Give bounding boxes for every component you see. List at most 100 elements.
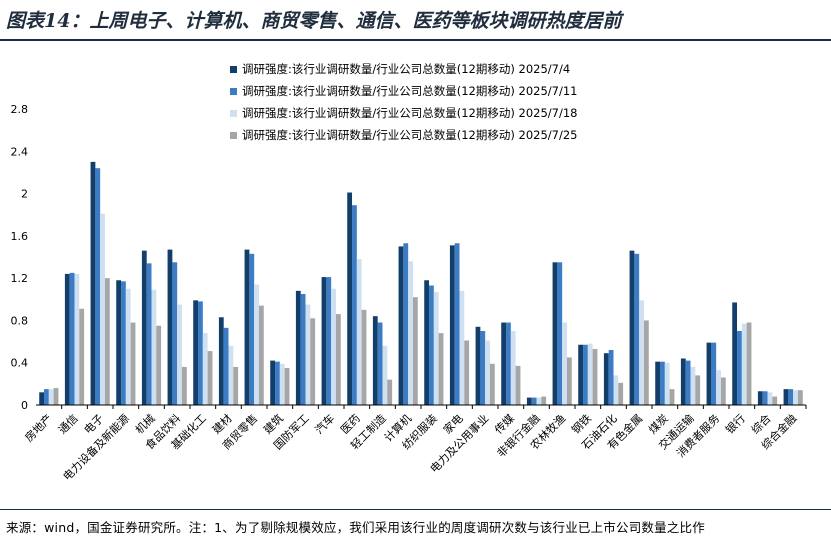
bar — [772, 396, 778, 405]
legend-label: 调研强度:该行业调研数量/行业公司总数量(12期移动) 2025/7/11 — [242, 84, 578, 98]
bar — [536, 397, 542, 405]
bar — [643, 320, 649, 405]
legend: 调研强度:该行业调研数量/行业公司总数量(12期移动) 2025/7/4 调研强度… — [230, 58, 577, 146]
bar — [608, 350, 614, 405]
bar — [788, 389, 794, 405]
bar — [125, 288, 131, 405]
bar — [592, 348, 598, 405]
y-tick-label: 2 — [21, 188, 28, 201]
bar — [746, 322, 752, 405]
bar — [305, 304, 311, 405]
bar — [669, 389, 675, 405]
bar — [531, 397, 537, 405]
bar — [664, 362, 670, 405]
bottom-rule — [0, 509, 831, 510]
bar — [485, 340, 490, 405]
bar — [603, 353, 609, 405]
bar — [562, 322, 567, 405]
x-category-label: 通信 — [56, 412, 81, 437]
bar — [566, 357, 572, 405]
bar — [382, 345, 388, 405]
bar — [459, 290, 465, 405]
bar — [639, 300, 644, 405]
legend-item: 调研强度:该行业调研数量/行业公司总数量(12期移动) 2025/7/11 — [230, 80, 577, 102]
bar — [321, 277, 327, 405]
bar — [526, 397, 532, 405]
y-tick-label: 1.6 — [11, 230, 29, 243]
bar — [720, 377, 726, 405]
y-tick-label: 1.2 — [11, 272, 29, 285]
bar — [587, 343, 593, 405]
y-tick-label: 0.8 — [11, 314, 29, 327]
legend-swatch — [230, 87, 237, 95]
bar — [706, 342, 712, 405]
legend-item: 调研强度:该行业调研数量/行业公司总数量(12期移动) 2025/7/4 — [230, 58, 577, 80]
bar — [429, 285, 434, 405]
bar — [464, 340, 470, 405]
bar — [783, 389, 789, 405]
bar — [181, 366, 187, 405]
y-tick-label: 2.4 — [11, 145, 29, 158]
top-rule — [0, 39, 831, 41]
bar — [583, 344, 588, 405]
x-category-label: 房地产 — [22, 411, 55, 444]
bar — [372, 316, 378, 405]
bar — [39, 392, 45, 405]
bar-series — [39, 161, 803, 405]
bar — [352, 205, 357, 405]
bar — [454, 243, 460, 405]
y-tick-label: 2.8 — [11, 103, 29, 116]
bar — [270, 360, 276, 405]
bar — [449, 245, 455, 405]
bar — [198, 301, 203, 405]
x-axis: 房地产 通信 电子电力设备及新能源 机械食品饮料基础化工 建材商贸零售 建筑国防军工 汽车医… — [22, 404, 807, 483]
bar — [541, 396, 547, 405]
legend-item: 调研强度:该行业调研数量/行业公司总数量(12期移动) 2025/7/18 — [230, 102, 577, 124]
bar — [438, 333, 444, 405]
bar — [167, 249, 173, 405]
bar — [475, 326, 481, 405]
bar — [741, 323, 747, 405]
bar — [757, 391, 763, 405]
bar — [680, 358, 686, 405]
bar — [156, 325, 162, 405]
bar — [412, 297, 418, 405]
bar — [690, 366, 696, 405]
bar — [613, 375, 619, 405]
bar — [361, 309, 367, 405]
bar — [90, 161, 96, 405]
chart-title: 图表14：上周电子、计算机、商贸零售、通信、医药等板块调研热度居前 — [6, 10, 622, 32]
bar — [501, 322, 507, 405]
bar — [408, 261, 413, 405]
bar — [326, 277, 332, 405]
legend-swatch — [230, 65, 237, 73]
bar — [797, 390, 803, 405]
bar — [387, 379, 393, 405]
x-category-label: 汽车 — [312, 411, 337, 436]
bar — [53, 388, 59, 405]
bar — [331, 288, 336, 405]
legend-item: 调研强度:该行业调研数量/行业公司总数量(12期移动) 2025/7/25 — [230, 124, 577, 146]
bar — [737, 331, 742, 405]
bar — [284, 368, 290, 405]
bar — [685, 360, 691, 405]
bar — [95, 168, 101, 405]
bar — [480, 331, 486, 405]
bar — [275, 361, 280, 405]
bar — [100, 213, 105, 405]
bar — [193, 300, 199, 405]
bar — [130, 322, 136, 405]
bar — [335, 314, 341, 405]
bar — [151, 289, 157, 405]
bar — [64, 273, 70, 405]
legend-label: 调研强度:该行业调研数量/行业公司总数量(12期移动) 2025/7/4 — [242, 62, 571, 76]
bar — [74, 273, 80, 405]
bar — [79, 308, 85, 405]
y-tick-label: 0.4 — [11, 357, 29, 370]
bar — [618, 382, 624, 405]
bar — [249, 253, 255, 405]
bar — [172, 262, 178, 405]
bar — [716, 370, 721, 405]
bar — [433, 291, 439, 405]
